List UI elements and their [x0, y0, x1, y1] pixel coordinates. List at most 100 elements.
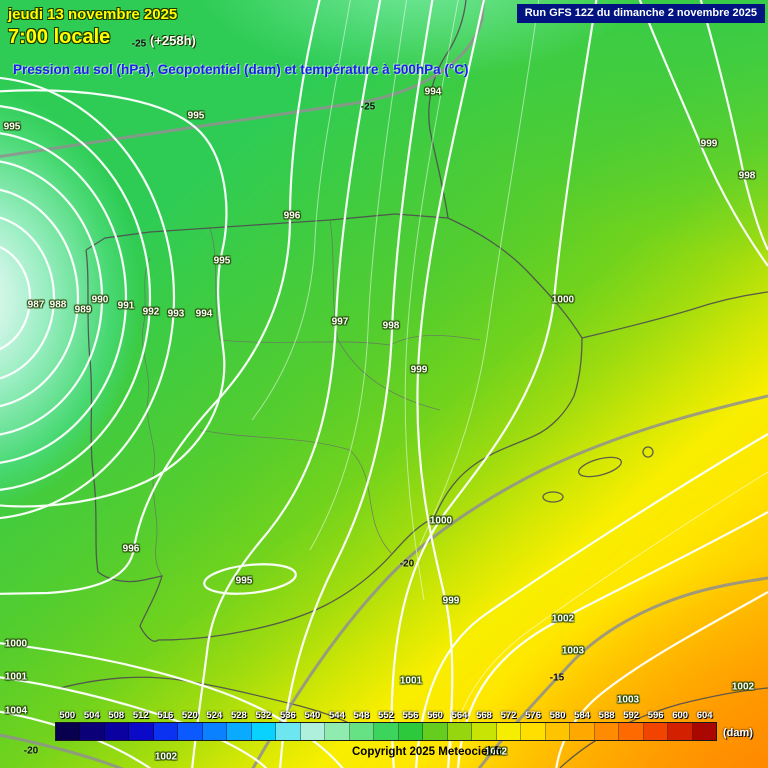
pressure-label: 995 — [3, 121, 21, 133]
colorbar-segment — [349, 723, 375, 740]
pressure-label: 1000 — [4, 638, 28, 650]
colorbar-value: 532 — [255, 710, 272, 721]
colorbar-segment — [202, 723, 228, 740]
isotherm-minus25 — [0, 0, 485, 158]
colorbar-segment — [668, 723, 693, 740]
pressure-label: 990 — [91, 294, 109, 306]
colorbar-value: 596 — [647, 710, 664, 721]
coastline-france-med — [581, 291, 768, 339]
colorbar-segment — [178, 723, 203, 740]
colorbar-segment — [643, 723, 669, 740]
pressure-label: 1000 — [551, 294, 575, 306]
pressure-label: 994 — [424, 86, 442, 98]
isobar-1004-sw — [0, 710, 152, 768]
pressure-label: 1001 — [399, 675, 423, 687]
pressure-label: 989 — [74, 304, 92, 316]
pressure-label: 995 — [213, 255, 231, 267]
colorbar: 500 504 508 512 516 520 524 528 532 536 540 544 548 5… — [55, 710, 717, 741]
colorbar-value: 536 — [279, 710, 296, 721]
colorbar-segment — [423, 723, 448, 740]
colorbar-value: 560 — [427, 710, 443, 721]
coastline-iberia — [85, 249, 583, 642]
isobar-999 — [416, 0, 485, 768]
colorbar-value: 512 — [132, 710, 149, 721]
colorbar-unit: (dam) — [723, 727, 753, 739]
colorbar-segment — [521, 723, 546, 740]
pressure-label: 992 — [142, 306, 160, 318]
isobar-996 — [0, 0, 321, 595]
temperature-label: -25 — [360, 101, 376, 113]
colorbar-segment — [129, 723, 154, 740]
colorbar-segment — [472, 723, 497, 740]
island-menorca — [642, 446, 654, 458]
coastline-france-west — [428, 0, 467, 219]
colorbar-segment — [276, 723, 301, 740]
colorbar-value: 580 — [549, 710, 566, 721]
colorbar-value: 564 — [451, 710, 468, 721]
colorbar-value: 600 — [672, 710, 689, 721]
pressure-label: 996 — [122, 543, 140, 555]
pressure-label: 993 — [167, 308, 185, 320]
colorbar-segment — [153, 723, 179, 740]
isobar-arc — [0, 132, 128, 464]
pressure-label: 997 — [331, 316, 349, 328]
pressure-label: 994 — [195, 308, 213, 320]
island-mallorca — [577, 456, 623, 478]
isobar-995 — [0, 89, 228, 508]
colorbar-segment — [570, 723, 595, 740]
colorbar-value: 592 — [623, 710, 640, 721]
pressure-label: 1003 — [561, 645, 585, 657]
colorbar-segment — [692, 723, 717, 740]
border-portugal — [142, 257, 163, 577]
colorbar-value: 604 — [696, 710, 713, 721]
colorbar-segment — [619, 723, 644, 740]
pressure-label: 1002 — [731, 681, 755, 693]
pressure-label: 988 — [49, 299, 67, 311]
pressure-label: 1002 — [484, 746, 508, 758]
colorbar-value: 552 — [378, 710, 394, 721]
isobar-1002 — [457, 511, 768, 768]
pressure-label: 991 — [117, 300, 135, 312]
isotherm-minus20-sw — [0, 733, 124, 768]
isobar-997 — [191, 0, 382, 768]
forecast-time: 7:00 locale — [8, 26, 111, 48]
pressure-label: 999 — [410, 364, 428, 376]
colorbar-value: 568 — [476, 710, 492, 721]
isobar-1001 — [415, 433, 768, 768]
run-info: Run GFS 12Z du dimanche 2 novembre 2025 — [516, 4, 765, 23]
border-pyrenees — [447, 217, 583, 339]
colorbar-value: 588 — [598, 710, 615, 721]
pressure-label: 1000 — [429, 515, 453, 527]
colorbar-value: 544 — [329, 710, 345, 721]
isobar-thin — [404, 0, 459, 601]
colorbar-value: 548 — [353, 710, 370, 721]
border-region-1 — [209, 227, 221, 341]
colorbar-segment — [496, 723, 522, 740]
isobar-998-ne — [699, 0, 768, 251]
isobar-arc — [0, 216, 56, 380]
temperature-label: -15 — [549, 672, 565, 684]
pressure-label: 1002 — [154, 751, 178, 763]
isobar-995-low — [203, 563, 297, 595]
isobar-thin — [251, 0, 351, 421]
colorbar-value: 528 — [230, 710, 247, 721]
isobar-thin — [447, 471, 768, 768]
pressure-label: 1004 — [4, 705, 28, 717]
isobar-arc — [0, 105, 152, 491]
isotherm-minus15 — [477, 576, 768, 768]
colorbar-segment — [374, 723, 399, 740]
pressure-label: 1002 — [551, 613, 575, 625]
pressure-label: 1003 — [616, 694, 640, 706]
colorbar-segment — [594, 723, 620, 740]
coastline-algeria — [559, 687, 768, 768]
pressure-label: 1001 — [4, 671, 28, 683]
colorbar-segment — [545, 723, 571, 740]
isobar-thin — [309, 0, 408, 551]
border-region-4 — [337, 339, 441, 411]
colorbar-value: 576 — [525, 710, 541, 721]
colorbar-segment — [325, 723, 350, 740]
